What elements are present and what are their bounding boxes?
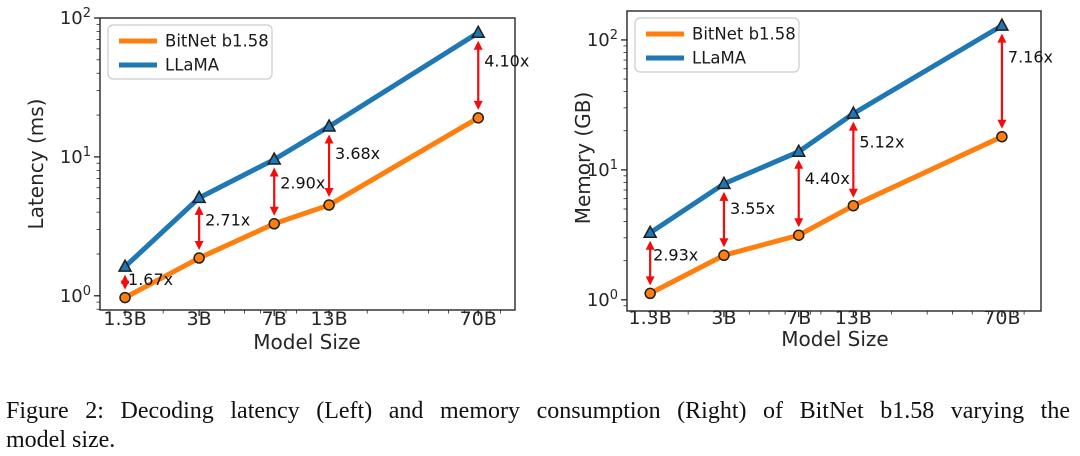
- series-marker-llama: [791, 143, 806, 157]
- ratio-label: 5.12x: [859, 133, 904, 152]
- ratio-arrow-head-up: [324, 134, 334, 144]
- series-marker-llama: [470, 24, 486, 39]
- ratio-label: 2.90x: [280, 173, 325, 192]
- caption-line-1: Figure 2: Decoding latency (Left) and me…: [6, 398, 1070, 424]
- x-tick-label: 1.3B: [629, 307, 672, 329]
- series-marker-llama: [994, 17, 1010, 31]
- x-tick-label: 3B: [711, 307, 736, 329]
- series-marker-llama: [716, 175, 732, 190]
- y-tick-label: 102: [587, 28, 618, 51]
- y-tick-label: 102: [60, 6, 91, 29]
- ratio-label: 7.16x: [1008, 47, 1053, 66]
- y-axis-title: Latency (ms): [24, 99, 48, 230]
- plot-border: [626, 10, 1042, 312]
- ratio-arrow-head-down: [324, 188, 334, 198]
- memory-chart-figure: 1.3B 3B 7B 13B 70B 100 101 102 2.93x 3.55x 4.40x 5.…: [540, 0, 1080, 372]
- ratio-arrow-head-up: [719, 191, 729, 201]
- x-tick-label: 70B: [983, 307, 1020, 329]
- series-marker-bitnet-b1-58: [792, 229, 805, 241]
- ratio-label: 2.93x: [653, 245, 698, 264]
- ratio-arrow-head-down: [645, 276, 655, 286]
- series-marker-bitnet-b1-58: [193, 252, 205, 264]
- ratio-arrow-head-up: [997, 33, 1007, 43]
- plot-border: [99, 17, 516, 311]
- series-marker-bitnet-b1-58: [996, 130, 1008, 143]
- ratio-arrow-head-up: [473, 40, 483, 50]
- series-marker-llama: [846, 105, 861, 119]
- x-tick-label: 13B: [310, 308, 347, 330]
- ratio-arrow-head-up: [269, 167, 279, 177]
- ratio-arrow-head-down: [194, 241, 204, 251]
- series-marker-bitnet-b1-58: [119, 291, 131, 304]
- memory-chart: 1.3B 3B 7B 13B 70B1001011022.93x3.55x4.40x5.…: [571, 10, 1053, 351]
- x-tick-label: 3B: [187, 308, 212, 330]
- latency-chart-figure: 1.3B 3B 7B 13B 70B 100 101 102 1.67x 2.71x 2.90x 3.…: [0, 0, 540, 372]
- ratio-arrow-head-down: [997, 119, 1007, 129]
- series-marker-llama: [117, 258, 133, 272]
- caption-line-2: model size.: [6, 427, 116, 453]
- ratio-arrow-head-down: [848, 188, 858, 198]
- ratio-arrow-head-up: [794, 159, 804, 169]
- legend-label-bitnet-b1-58: BitNet b1.58: [692, 25, 796, 44]
- ratio-arrow-head-down: [719, 238, 729, 248]
- ratio-arrow-head-up: [848, 121, 858, 131]
- x-tick-label: 7B: [786, 307, 811, 329]
- y-axis-title: Memory (GB): [571, 92, 595, 225]
- series-marker-llama: [321, 118, 337, 132]
- ratio-label: 2.71x: [205, 211, 250, 230]
- ratio-label: 4.10x: [484, 51, 529, 70]
- latency-chart: 1.3B 3B 7B 13B 70B 100 101 102 1.67x 2.71x 2.90x 3.…: [24, 6, 529, 354]
- series-marker-bitnet-b1-58: [847, 199, 860, 212]
- ratio-arrow-head-down: [269, 206, 279, 216]
- series-marker-llama: [642, 224, 658, 239]
- y-tick-label: 101: [60, 145, 91, 168]
- series-marker-llama: [191, 189, 207, 204]
- x-axis-title: Model Size: [781, 327, 888, 351]
- legend-label-llama: LLaMA: [165, 56, 220, 75]
- ratio-arrow-head-down: [120, 280, 130, 290]
- series-line-bitnet-b1-58: [647, 134, 1005, 296]
- legend-label-llama: LLaMA: [692, 49, 747, 68]
- x-tick-label: 13B: [835, 307, 872, 329]
- series-marker-bitnet-b1-58: [644, 287, 656, 300]
- legend-label-bitnet-b1-58: BitNet b1.58: [165, 32, 269, 51]
- figure-caption: Figure 2: Decoding latency (Left) and me…: [6, 397, 1070, 455]
- ratio-label: 3.68x: [335, 144, 380, 163]
- ratio-arrow-head-down: [794, 218, 804, 228]
- x-tick-label: 70B: [460, 308, 497, 330]
- series-marker-llama: [266, 151, 282, 165]
- series-marker-bitnet-b1-58: [268, 218, 280, 230]
- y-tick-label: 100: [587, 288, 618, 311]
- series-marker-bitnet-b1-58: [718, 249, 730, 262]
- ratio-label: 1.67x: [128, 270, 173, 289]
- series-marker-bitnet-b1-58: [323, 199, 335, 211]
- ratio-arrow-head-down: [473, 100, 483, 110]
- ratio-arrow-head-up: [194, 205, 204, 215]
- ratio-arrow-head-up: [645, 240, 655, 250]
- ratio-label: 3.55x: [730, 199, 775, 218]
- series-marker-bitnet-b1-58: [472, 112, 484, 124]
- x-tick-label: 1.3B: [103, 308, 146, 330]
- x-tick-label: 7B: [262, 308, 287, 330]
- ratio-label: 4.40x: [805, 169, 850, 188]
- y-tick-label: 100: [60, 284, 91, 307]
- x-axis-title: Model Size: [253, 330, 360, 354]
